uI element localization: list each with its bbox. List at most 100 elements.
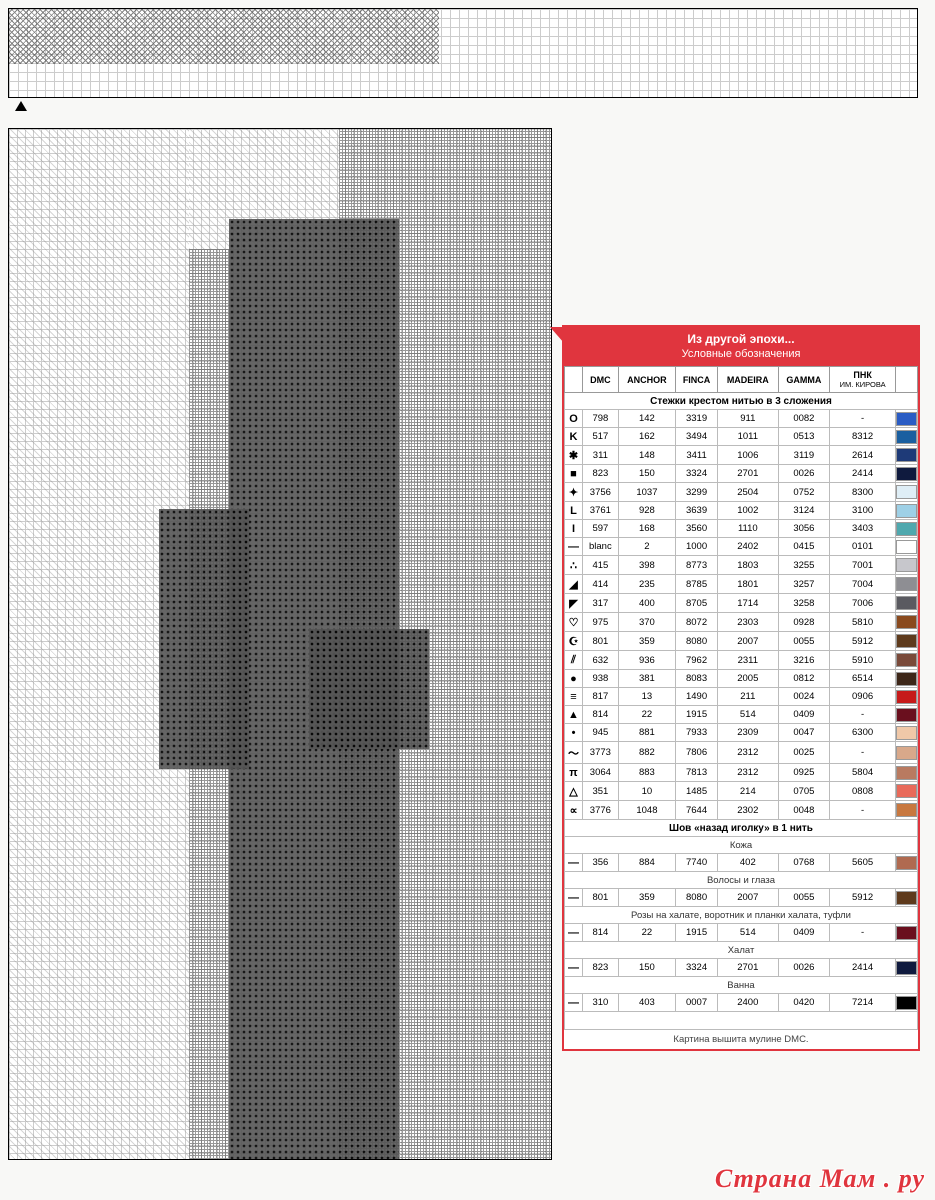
cell-swatch bbox=[896, 782, 918, 801]
cell-anchor: 400 bbox=[618, 594, 675, 613]
cell-swatch bbox=[896, 994, 918, 1012]
cell-finca: 7933 bbox=[676, 724, 718, 742]
pattern-region bbox=[309, 629, 429, 749]
cell-pnk: 2414 bbox=[830, 959, 896, 977]
cell-dmc: 597 bbox=[583, 520, 619, 538]
cell-anchor: 150 bbox=[618, 959, 675, 977]
cell-finca: 1000 bbox=[676, 538, 718, 556]
cell-dmc: 814 bbox=[583, 706, 619, 724]
cell-gamma: 0026 bbox=[778, 959, 830, 977]
table-row: —8231503324270100262414 bbox=[565, 959, 918, 977]
table-row: △35110148521407050808 bbox=[565, 782, 918, 801]
cell-finca: 7806 bbox=[676, 742, 718, 764]
table-row: —3104030007240004207214 bbox=[565, 994, 918, 1012]
cell-swatch bbox=[896, 651, 918, 670]
cell-gamma: 0047 bbox=[778, 724, 830, 742]
cell-madeira: 2402 bbox=[718, 538, 779, 556]
section-header: Шов «назад иголку» в 1 нить bbox=[565, 820, 918, 837]
cell-dmc: 310 bbox=[583, 994, 619, 1012]
main-pattern-chart bbox=[8, 128, 552, 1160]
cell-pnk: 0906 bbox=[830, 688, 896, 706]
cell-finca: 8785 bbox=[676, 575, 718, 594]
cell-anchor: 370 bbox=[618, 613, 675, 632]
cell-pnk: 2614 bbox=[830, 446, 896, 465]
col-anchor: ANCHOR bbox=[618, 367, 675, 393]
cell-gamma: 3124 bbox=[778, 502, 830, 520]
cell-madeira: 2309 bbox=[718, 724, 779, 742]
cell-gamma: 0925 bbox=[778, 764, 830, 782]
cell-dmc: 798 bbox=[583, 410, 619, 428]
cell-finca: 8080 bbox=[676, 889, 718, 907]
cell-pnk: 5912 bbox=[830, 889, 896, 907]
cell-madeira: 911 bbox=[718, 410, 779, 428]
cell-swatch bbox=[896, 613, 918, 632]
cell-gamma: 0055 bbox=[778, 889, 830, 907]
cell-swatch bbox=[896, 706, 918, 724]
table-row: ●9383818083200508126514 bbox=[565, 670, 918, 688]
cell-dmc: 823 bbox=[583, 959, 619, 977]
cell-gamma: 0768 bbox=[778, 854, 830, 872]
cell-gamma: 3119 bbox=[778, 446, 830, 465]
cell-madeira: 2312 bbox=[718, 742, 779, 764]
thread-legend-panel: Из другой эпохи... Условные обозначения … bbox=[562, 325, 920, 1051]
legend-subtitle: Условные обозначения bbox=[568, 348, 914, 360]
cell-gamma: 0025 bbox=[778, 742, 830, 764]
cell-anchor: 13 bbox=[618, 688, 675, 706]
cell-swatch bbox=[896, 924, 918, 942]
cell-finca: 3639 bbox=[676, 502, 718, 520]
cell-swatch bbox=[896, 889, 918, 907]
cell-symbol: K bbox=[565, 428, 583, 446]
cell-madeira: 2312 bbox=[718, 764, 779, 782]
cell-finca: 1490 bbox=[676, 688, 718, 706]
cell-anchor: 22 bbox=[618, 706, 675, 724]
cell-dmc: 3761 bbox=[583, 502, 619, 520]
table-row: ∴4153988773180332557001 bbox=[565, 556, 918, 575]
cell-anchor: 881 bbox=[618, 724, 675, 742]
cell-anchor: 381 bbox=[618, 670, 675, 688]
cell-finca: 8705 bbox=[676, 594, 718, 613]
cell-pnk: - bbox=[830, 742, 896, 764]
cell-swatch bbox=[896, 483, 918, 502]
cell-finca: 3411 bbox=[676, 446, 718, 465]
cell-pnk: 6300 bbox=[830, 724, 896, 742]
cell-dmc: 801 bbox=[583, 889, 619, 907]
cell-anchor: 168 bbox=[618, 520, 675, 538]
cell-symbol: ◤ bbox=[565, 594, 583, 613]
cell-pnk: 7006 bbox=[830, 594, 896, 613]
cell-symbol: ✱ bbox=[565, 446, 583, 465]
cell-dmc: 975 bbox=[583, 613, 619, 632]
subsection-header: Кожа bbox=[565, 837, 918, 854]
cell-swatch bbox=[896, 724, 918, 742]
table-row: —356884774040207685605 bbox=[565, 854, 918, 872]
cell-finca: 3324 bbox=[676, 465, 718, 483]
cell-dmc: 311 bbox=[583, 446, 619, 465]
table-row: L37619283639100231243100 bbox=[565, 502, 918, 520]
top-chart-stitched-region bbox=[9, 9, 439, 64]
col-madeira: MADEIRA bbox=[718, 367, 779, 393]
cell-swatch bbox=[896, 575, 918, 594]
table-header-row: DMC ANCHOR FINCA MADEIRA GAMMA ПНК ИМ. К… bbox=[565, 367, 918, 393]
cell-pnk: 5810 bbox=[830, 613, 896, 632]
cell-madeira: 2400 bbox=[718, 994, 779, 1012]
table-row: π30648837813231209255804 bbox=[565, 764, 918, 782]
cell-anchor: 1037 bbox=[618, 483, 675, 502]
cell-madeira: 514 bbox=[718, 706, 779, 724]
cell-symbol: ⫽ bbox=[565, 651, 583, 670]
cell-symbol: O bbox=[565, 410, 583, 428]
cell-anchor: 359 bbox=[618, 889, 675, 907]
cell-symbol: ● bbox=[565, 670, 583, 688]
cell-finca: 8072 bbox=[676, 613, 718, 632]
cell-pnk: 7004 bbox=[830, 575, 896, 594]
cell-madeira: 2303 bbox=[718, 613, 779, 632]
cell-symbol: • bbox=[565, 724, 583, 742]
cell-pnk: 3403 bbox=[830, 520, 896, 538]
cell-finca: 7813 bbox=[676, 764, 718, 782]
cell-pnk: 2414 bbox=[830, 465, 896, 483]
table-row: ☪8013598080200700555912 bbox=[565, 632, 918, 651]
cell-gamma: 0415 bbox=[778, 538, 830, 556]
cell-swatch bbox=[896, 670, 918, 688]
cell-gamma: 0752 bbox=[778, 483, 830, 502]
cell-symbol: ✦ bbox=[565, 483, 583, 502]
table-row: ⫽6329367962231132165910 bbox=[565, 651, 918, 670]
cell-finca: 7962 bbox=[676, 651, 718, 670]
